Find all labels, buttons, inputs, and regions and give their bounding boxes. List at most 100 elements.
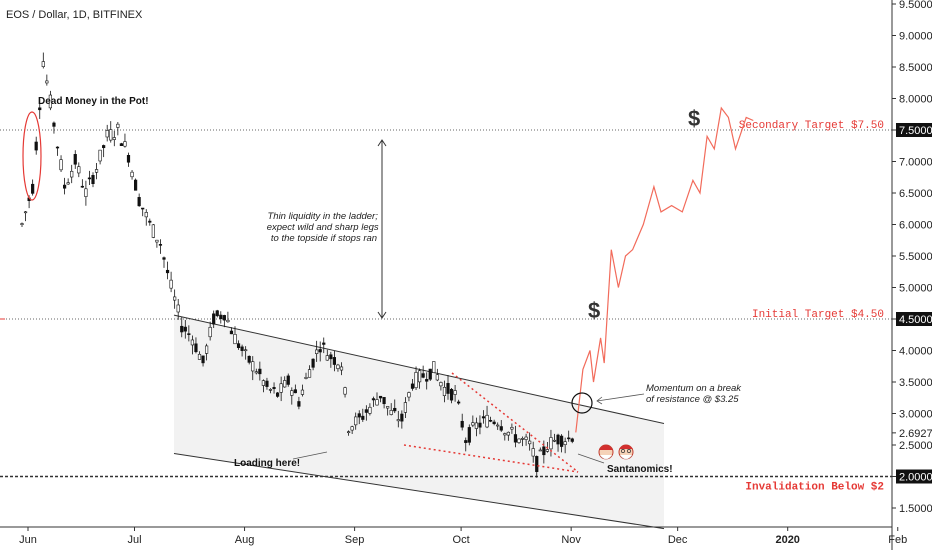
candle-body: [549, 437, 553, 450]
candle-body: [400, 413, 404, 422]
candle-body: [91, 175, 95, 184]
loading-label: Loading here!: [234, 458, 300, 469]
candle-body: [112, 137, 116, 140]
candle-body: [410, 383, 415, 389]
candle-body: [173, 296, 177, 301]
candle-body: [346, 431, 351, 434]
candle-body: [41, 61, 45, 67]
candle-body: [229, 330, 234, 335]
time-tick-label: Dec: [668, 534, 688, 546]
candle-body: [506, 431, 510, 436]
candle-body: [449, 388, 454, 401]
candle-body: [510, 427, 514, 430]
candle-body: [197, 353, 202, 360]
candle-body: [350, 426, 354, 431]
price-tick-label: 4.0000: [899, 346, 932, 358]
price-tick-label: 5.0000: [899, 283, 932, 295]
candle-body: [382, 397, 386, 405]
price-tag-box: [896, 469, 932, 484]
candle-body: [290, 390, 294, 396]
candle-body: [162, 257, 166, 260]
price-tick-label: 2.6927: [899, 428, 932, 440]
time-tick-label: Jul: [127, 534, 141, 546]
candle-body: [134, 179, 138, 191]
candle-body: [102, 145, 106, 149]
candle-body: [183, 326, 187, 332]
candle-body: [488, 419, 493, 422]
liquidity-note: Thin liquidity in the ladder; expect wil…: [267, 211, 382, 244]
candle-body: [315, 349, 319, 354]
price-axis: 9.5000 9.0000 8.5000 8.0000 7.5000 7.0000 6.50…: [891, 0, 932, 550]
candle-body: [272, 387, 276, 389]
dollar-sign-icon-lower: $: [588, 298, 600, 323]
wedge-upper-line: [451, 372, 579, 473]
candle-body: [84, 188, 88, 197]
candle-body: [279, 383, 283, 393]
candle-body: [123, 141, 127, 147]
channel-lower-line: [173, 453, 665, 530]
candle-body: [80, 185, 84, 188]
candle-body: [520, 438, 525, 440]
candle-body: [155, 239, 159, 243]
candle-body: [98, 149, 102, 162]
santanomics-label: Santanomics!: [607, 464, 673, 475]
candle-body: [513, 434, 518, 443]
target-level-label: Secondary Target $7.50: [739, 120, 884, 132]
candle-body: [52, 122, 56, 127]
price-tick-label: 5.5000: [899, 251, 932, 263]
price-tag-label: 2.0000: [899, 472, 932, 484]
price-tick-label: 6.5000: [899, 188, 932, 200]
time-tick-label: Feb: [888, 534, 907, 546]
time-tick-label: Aug: [235, 534, 255, 546]
candle-body: [137, 197, 141, 207]
dead-money-label: Dead Money in the Pot!: [38, 96, 149, 107]
candle-body: [567, 437, 571, 440]
breakout-circle: [571, 392, 593, 414]
candle-body: [375, 399, 379, 406]
candle-body: [378, 395, 383, 399]
candle-body: [329, 354, 333, 360]
descending-channel: [173, 314, 665, 530]
candle-body: [524, 436, 528, 440]
candle-body: [318, 349, 322, 353]
candle-body: [77, 166, 81, 174]
bearded-face-icon: [618, 444, 634, 460]
candle-body: [428, 368, 432, 380]
candle-body: [187, 333, 191, 335]
candle-body: [70, 170, 74, 178]
candle-body: [244, 349, 248, 352]
target-level-label: Invalidation Below $2: [745, 482, 884, 494]
time-tick-label: Jun: [19, 534, 37, 546]
candle-body: [130, 171, 134, 178]
candle-body: [339, 366, 344, 371]
santanomics-pointer: [577, 453, 605, 464]
candle-body: [307, 369, 312, 378]
candle-body: [261, 380, 266, 386]
candle-body: [23, 211, 28, 214]
dollar-sign-icon-upper: $: [688, 106, 700, 131]
candle-body: [251, 361, 255, 372]
price-tag-label: 4.5000: [899, 314, 932, 326]
candle-body: [471, 422, 475, 426]
candle-body: [212, 313, 216, 325]
candle-body: [304, 377, 308, 379]
candle-body: [34, 141, 38, 151]
price-tick-label: 8.5000: [899, 62, 932, 74]
candle-body: [407, 392, 411, 398]
candle-body: [126, 154, 131, 163]
candle-body: [570, 438, 574, 442]
candle-body: [222, 315, 226, 321]
candle-body: [332, 357, 337, 365]
candle-body: [453, 390, 457, 395]
candle-body: [414, 372, 418, 389]
candle-body: [293, 389, 297, 394]
candle-body: [361, 415, 365, 420]
time-axis: JunJulAugSepOctNovDec2020FebMarApr: [0, 526, 907, 546]
price-tick-label: 6.0000: [899, 220, 932, 232]
candle-body: [297, 401, 301, 407]
target-levels: Secondary Target $7.50 Initial Target $4.…: [0, 120, 892, 494]
candle-body: [20, 223, 24, 225]
target-level-label: Initial Target $4.50: [752, 309, 884, 321]
candle-body: [556, 434, 560, 445]
candle-body: [403, 402, 408, 413]
